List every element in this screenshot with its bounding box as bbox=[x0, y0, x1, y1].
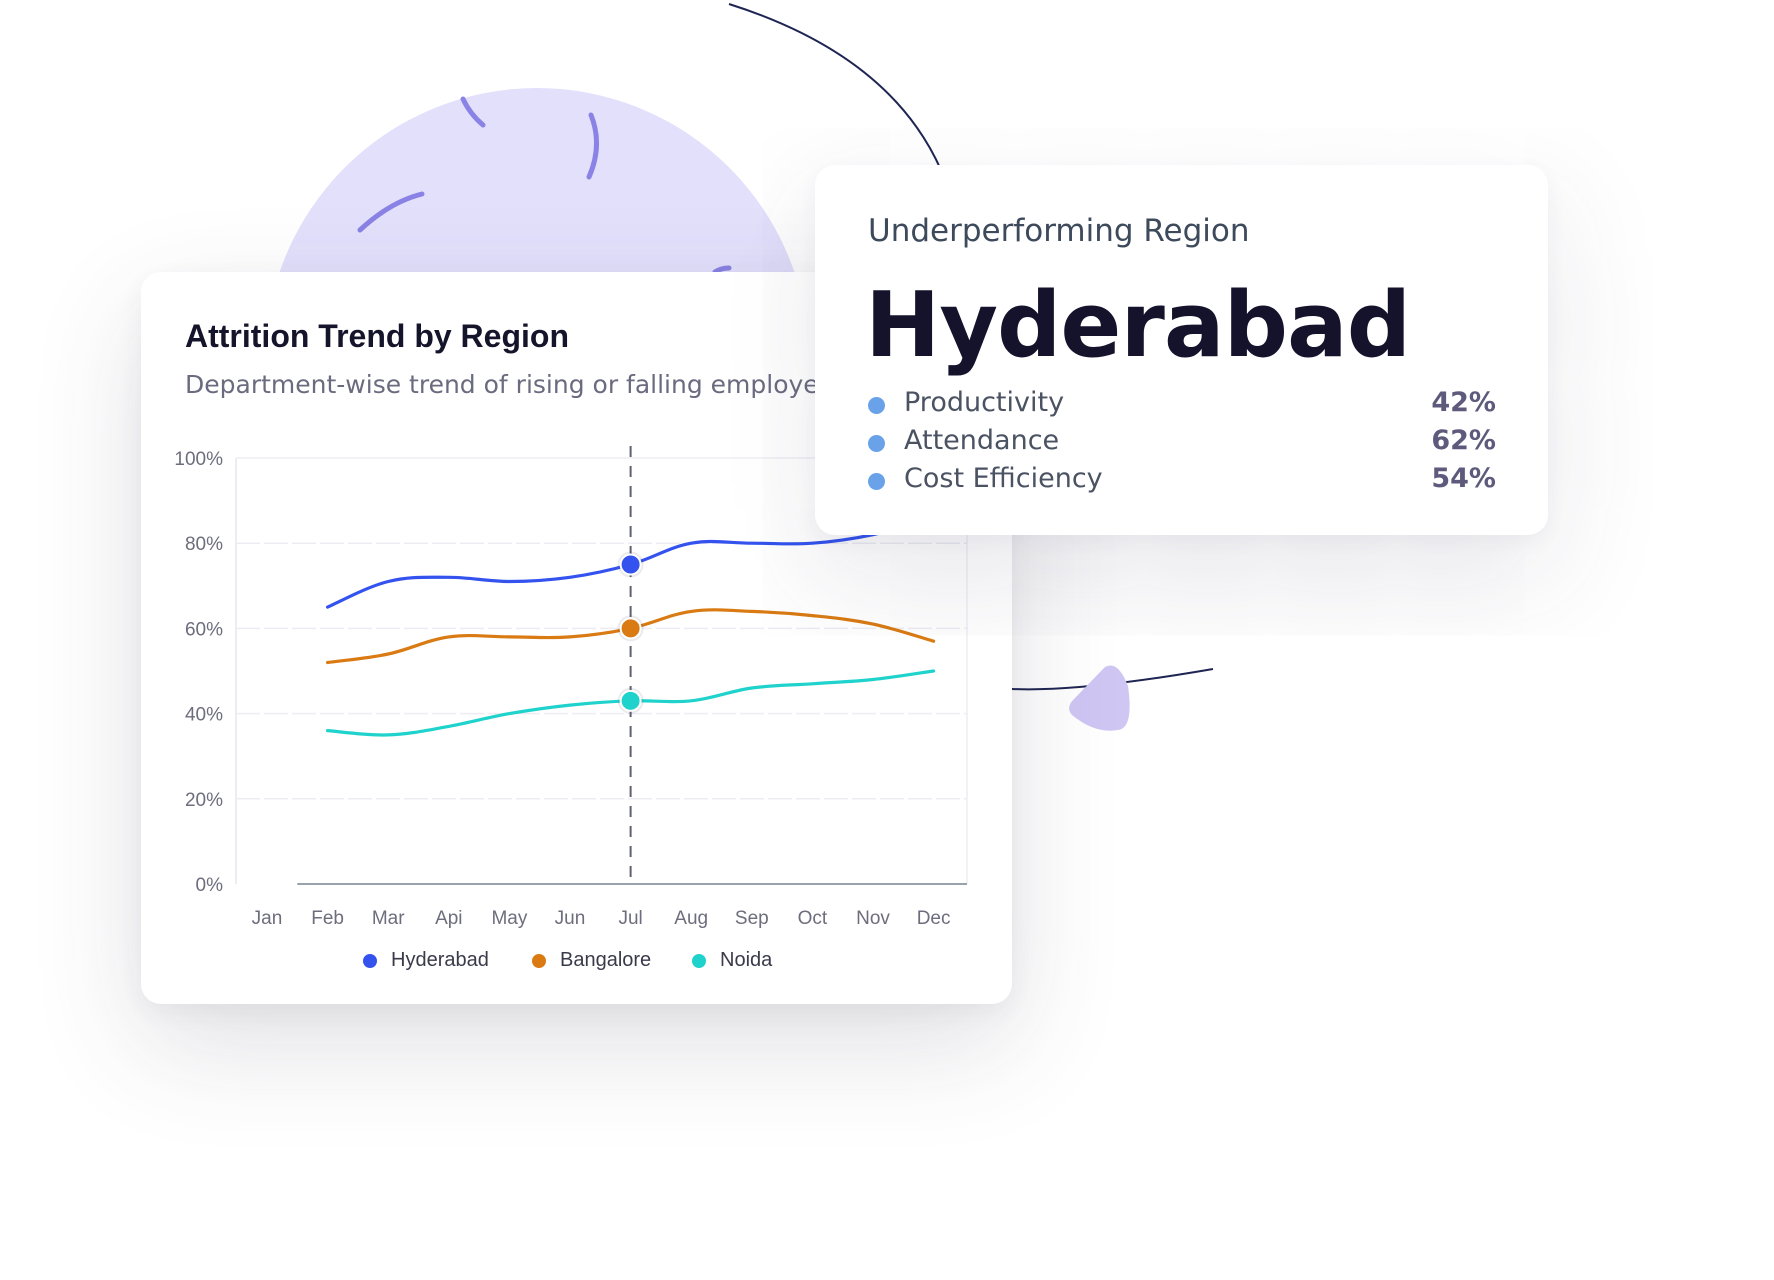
x-tick-label: Jun bbox=[555, 908, 586, 929]
region-name: Hyderabad bbox=[865, 273, 1411, 378]
x-tick-label: Nov bbox=[856, 908, 890, 929]
chart-title: Attrition Trend by Region bbox=[185, 318, 569, 354]
y-tick-label: 0% bbox=[196, 875, 224, 896]
legend-item-bangalore: Bangalore bbox=[532, 949, 651, 972]
decorative-stroke-1 bbox=[460, 96, 486, 128]
metric-dot-icon bbox=[868, 473, 885, 490]
region-card-label: Underperforming Region bbox=[868, 213, 1250, 249]
metric-label: Attendance bbox=[904, 425, 1060, 456]
legend-dot-icon bbox=[532, 953, 546, 968]
x-tick-label: Sep bbox=[735, 908, 769, 929]
legend-label: Bangalore bbox=[560, 949, 652, 971]
metric-value: 42% bbox=[1431, 387, 1496, 418]
y-tick-label: 20% bbox=[185, 790, 223, 811]
x-axis: Jan Feb Mar Api May Jun Jul Aug Sep Oct Nov Dec bbox=[252, 883, 967, 929]
decorative-stroke-2 bbox=[586, 112, 600, 180]
decorative-stroke-4 bbox=[712, 265, 732, 275]
metric-row-productivity: Productivity 42% bbox=[868, 387, 1496, 423]
metric-value: 62% bbox=[1431, 425, 1496, 456]
metric-dot-icon bbox=[868, 397, 885, 414]
legend-label: Noida bbox=[720, 949, 773, 971]
highlight-point-bangalore bbox=[619, 617, 642, 640]
highlight-point-hyderabad bbox=[619, 553, 642, 576]
x-tick-label: May bbox=[491, 908, 527, 929]
chart-legend: Hyderabad Bangalore Noida bbox=[141, 949, 1012, 979]
metric-label: Productivity bbox=[904, 387, 1065, 418]
x-tick-label: Oct bbox=[798, 908, 828, 929]
x-tick-label: Api bbox=[435, 908, 462, 929]
y-tick-label: 60% bbox=[185, 619, 223, 640]
decorative-curve-top bbox=[728, 3, 942, 171]
x-tick-label: Jul bbox=[618, 908, 642, 929]
decorative-stroke-3 bbox=[357, 191, 425, 233]
legend-dot-icon bbox=[363, 953, 377, 968]
metric-row-attendance: Attendance 62% bbox=[868, 425, 1496, 461]
line-chart: 0% 20% 40% 60% 80% 100% Jan Feb Mar Api May Jun Jul… bbox=[174, 446, 968, 929]
y-tick-label: 80% bbox=[185, 534, 223, 555]
decorative-triangle bbox=[1069, 665, 1130, 731]
chart-grid bbox=[235, 457, 968, 884]
chart-subtitle: Department-wise trend of rising or falli… bbox=[185, 370, 860, 399]
underperforming-region-card: Underperforming Region Hyderabad Product… bbox=[815, 165, 1548, 535]
legend-item-hyderabad: Hyderabad bbox=[363, 949, 489, 972]
x-tick-label: Aug bbox=[674, 908, 708, 929]
y-tick-label: 100% bbox=[174, 449, 223, 470]
legend-dot-icon bbox=[692, 953, 706, 968]
legend-item-noida: Noida bbox=[692, 949, 772, 972]
highlight-points bbox=[617, 551, 644, 714]
y-axis: 0% 20% 40% 60% 80% 100% bbox=[174, 449, 223, 896]
x-tick-label: Dec bbox=[917, 908, 951, 929]
metric-value: 54% bbox=[1431, 463, 1496, 494]
x-tick-label: Jan bbox=[252, 908, 283, 929]
metric-dot-icon bbox=[868, 435, 885, 452]
legend-label: Hyderabad bbox=[391, 949, 489, 971]
y-tick-label: 40% bbox=[185, 705, 223, 726]
metric-row-cost-efficiency: Cost Efficiency 54% bbox=[868, 463, 1496, 499]
x-tick-label: Mar bbox=[372, 908, 405, 929]
highlight-point-noida bbox=[619, 689, 642, 712]
x-tick-label: Feb bbox=[311, 908, 344, 929]
metric-label: Cost Efficiency bbox=[904, 463, 1103, 494]
